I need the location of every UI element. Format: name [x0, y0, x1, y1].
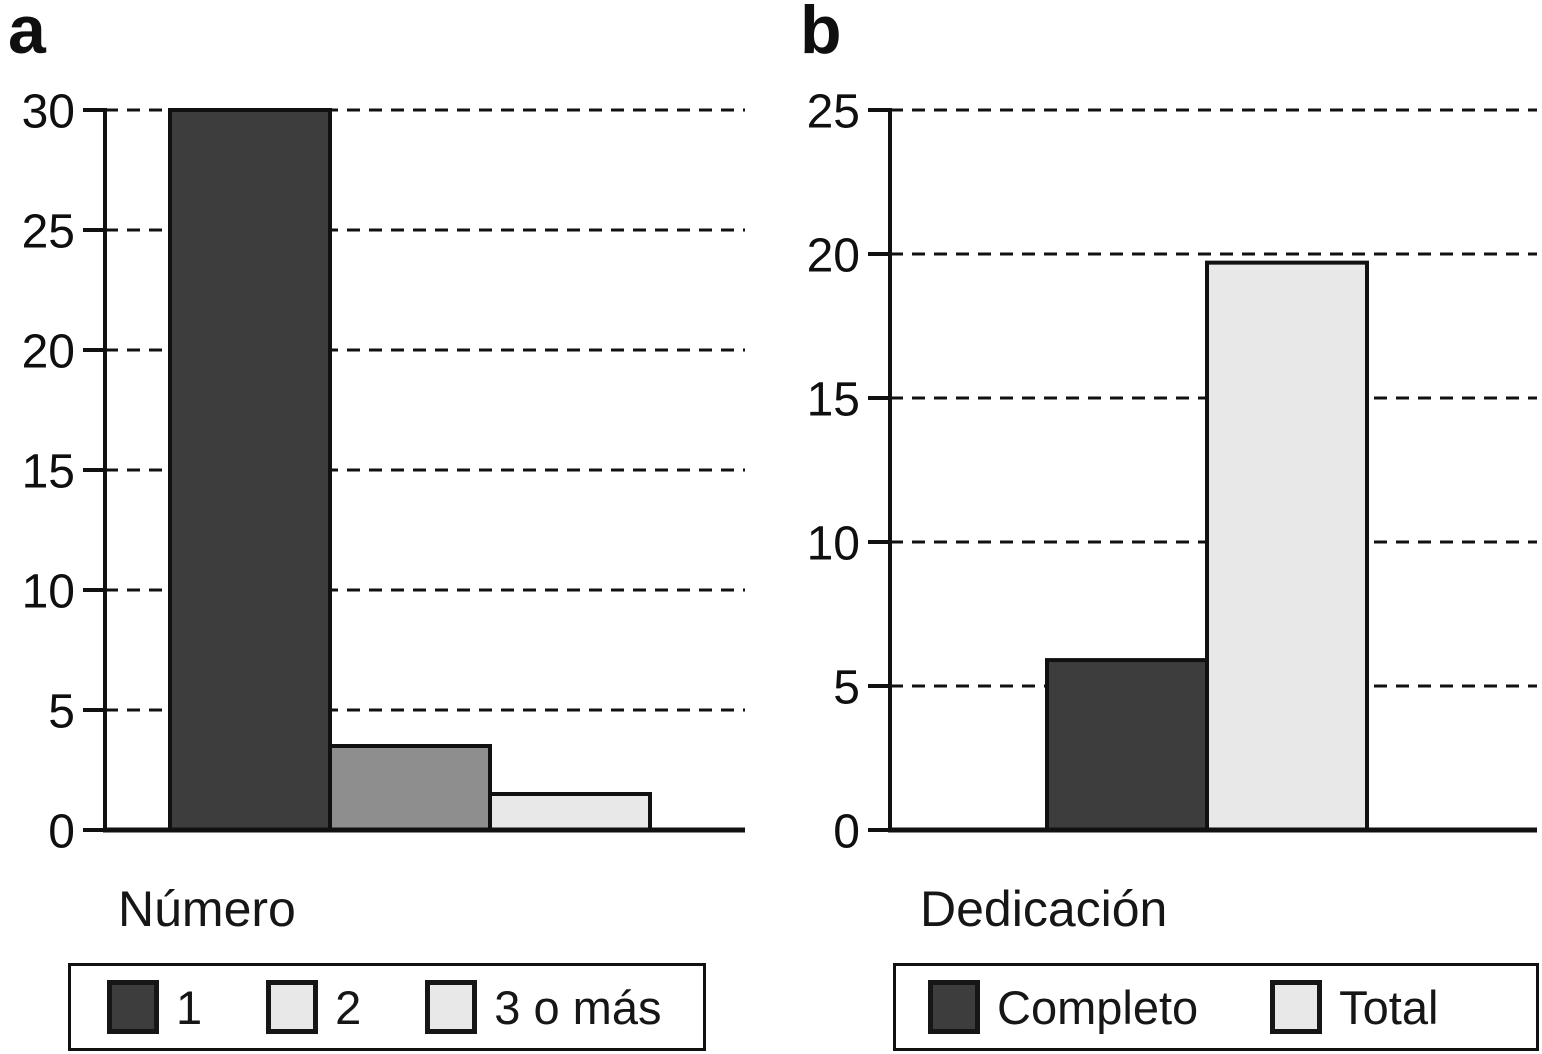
y-tick-label: 20 [22, 325, 75, 378]
y-tick-label: 30 [22, 85, 75, 138]
y-tick-label: 25 [807, 85, 860, 138]
legend-label: 3 o más [494, 980, 662, 1034]
legend-item: 2 [266, 980, 361, 1034]
chart-panel-b: 0 5 10 15 20 25 [807, 85, 1537, 858]
bar-Completo [1045, 658, 1209, 833]
panel-b-x-axis-label: Dedicación [920, 881, 1168, 937]
legend-swatch [107, 980, 159, 1034]
bar-Total [1205, 260, 1369, 832]
chart-panel-a: 0 5 10 15 20 25 30 [22, 85, 745, 858]
panel-a-x-axis-label: Número [118, 881, 296, 937]
y-tick-label: 10 [22, 565, 75, 618]
legend-item: 3 o más [425, 980, 661, 1034]
y-tick-label: 10 [807, 517, 860, 570]
y-tick-label: 0 [48, 805, 75, 858]
legend-swatch [425, 980, 478, 1034]
y-tick-label: 15 [22, 445, 75, 498]
legend-label: Completo [997, 980, 1199, 1034]
legend-label: 2 [335, 980, 362, 1034]
legend-swatch [266, 980, 319, 1034]
legend-swatch [928, 980, 980, 1034]
y-tick-label: 5 [48, 685, 75, 738]
bar-2 [328, 744, 492, 832]
bar-3 o más [488, 792, 652, 832]
legend-item: Total [1270, 980, 1438, 1034]
panel-a-label: a [8, 0, 46, 68]
y-tick-label: 5 [833, 661, 860, 714]
panel-b-label: b [800, 0, 842, 68]
panel-b-legend: Completo Total [893, 963, 1539, 1051]
legend-label: Total [1339, 980, 1439, 1034]
y-tick-label: 0 [833, 805, 860, 858]
y-tick-label: 25 [22, 205, 75, 258]
y-tick-label: 15 [807, 373, 860, 426]
panel-a-legend: 1 2 3 o más [68, 963, 706, 1051]
legend-item: Completo [928, 980, 1198, 1034]
y-tick-label: 20 [807, 229, 860, 282]
legend-item: 1 [107, 980, 202, 1034]
bar-1 [168, 108, 332, 832]
legend-label: 1 [176, 980, 203, 1034]
legend-swatch [1270, 980, 1323, 1034]
